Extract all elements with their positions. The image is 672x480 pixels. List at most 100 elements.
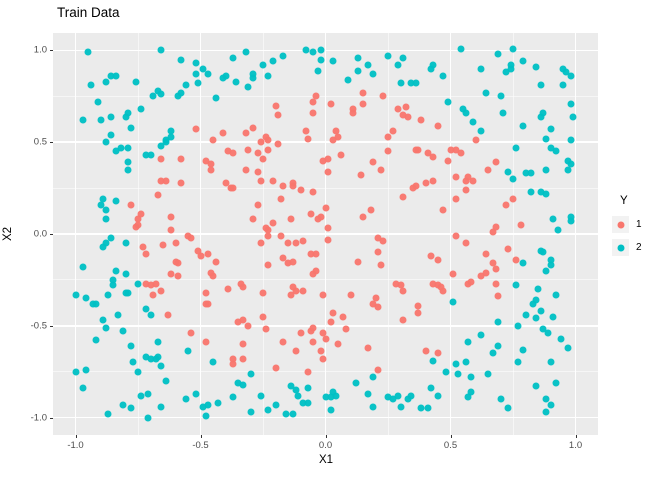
data-point <box>397 403 404 411</box>
data-point <box>99 195 107 203</box>
data-point <box>469 177 477 185</box>
data-point <box>209 272 217 280</box>
data-point <box>247 408 254 416</box>
data-point <box>102 324 109 332</box>
data-point <box>522 311 529 319</box>
data-point <box>369 373 377 381</box>
data-point <box>247 370 254 377</box>
legend-entry-1: 1 <box>612 216 642 233</box>
data-point <box>429 357 437 365</box>
data-point <box>512 144 519 152</box>
data-point <box>497 92 504 100</box>
data-point <box>269 219 277 227</box>
data-point <box>317 347 324 355</box>
data-point <box>519 346 527 354</box>
x-tick-label: -1.0 <box>67 440 84 451</box>
data-point <box>122 270 129 278</box>
x-tick-label: 0.0 <box>318 440 333 451</box>
data-point <box>304 399 312 407</box>
data-point <box>317 46 324 54</box>
data-point <box>229 393 237 401</box>
data-point <box>509 175 517 183</box>
y-axis-tick <box>50 417 53 419</box>
data-point <box>229 54 237 62</box>
data-point <box>459 105 467 113</box>
data-point <box>264 146 272 154</box>
data-point <box>157 46 164 54</box>
data-point <box>372 294 379 302</box>
data-point <box>549 313 557 321</box>
data-point <box>414 309 422 317</box>
data-point <box>472 136 479 144</box>
data-point <box>192 70 199 78</box>
data-point <box>292 347 299 355</box>
data-point <box>467 373 474 381</box>
data-point <box>202 157 209 165</box>
data-point <box>412 146 419 154</box>
data-point <box>204 401 212 409</box>
data-point <box>137 105 144 113</box>
data-point <box>497 395 504 403</box>
data-point <box>392 280 399 288</box>
data-point <box>334 340 342 348</box>
data-point <box>302 127 309 135</box>
data-point <box>184 347 192 355</box>
data-point <box>242 129 249 137</box>
data-point <box>177 89 184 97</box>
data-point <box>304 368 312 376</box>
data-point <box>462 177 469 185</box>
data-point <box>142 250 149 258</box>
data-point <box>374 234 382 242</box>
data-point <box>147 355 154 363</box>
data-point <box>537 81 544 89</box>
data-point <box>447 146 454 154</box>
data-point <box>154 87 162 95</box>
data-point <box>547 125 554 133</box>
data-point <box>112 197 119 205</box>
major-gridline <box>53 141 598 143</box>
data-point <box>127 342 134 350</box>
data-point <box>449 270 457 278</box>
data-point <box>452 195 459 203</box>
data-point <box>207 269 214 277</box>
data-point <box>177 56 184 64</box>
data-point <box>512 281 519 289</box>
data-point <box>532 314 539 322</box>
data-point <box>114 311 122 319</box>
data-point <box>192 390 199 398</box>
data-point <box>492 265 499 273</box>
data-point <box>337 151 344 159</box>
data-point <box>509 195 517 203</box>
data-point <box>177 179 184 187</box>
data-point <box>492 280 499 288</box>
data-point <box>354 258 362 266</box>
plot-panel <box>53 33 598 435</box>
data-point <box>292 239 299 247</box>
data-point <box>504 168 512 176</box>
data-point <box>289 283 297 291</box>
data-point <box>464 338 472 346</box>
y-tick-label: 0.0 <box>33 228 47 240</box>
data-point <box>527 188 534 196</box>
data-point <box>287 382 294 390</box>
data-point <box>309 98 317 106</box>
data-point <box>467 388 474 396</box>
data-point <box>414 302 422 310</box>
data-point <box>104 291 112 299</box>
data-point <box>507 65 514 73</box>
data-point <box>232 78 239 86</box>
data-point <box>317 213 324 221</box>
data-point <box>327 406 334 414</box>
data-point <box>377 261 384 269</box>
data-point <box>467 278 474 286</box>
data-point <box>292 287 299 295</box>
data-point <box>567 100 574 108</box>
data-point <box>462 186 469 194</box>
data-point <box>272 102 279 109</box>
data-point <box>344 76 352 84</box>
data-point <box>542 135 549 143</box>
data-point <box>494 292 502 300</box>
data-point <box>319 355 327 363</box>
data-point <box>477 272 484 280</box>
